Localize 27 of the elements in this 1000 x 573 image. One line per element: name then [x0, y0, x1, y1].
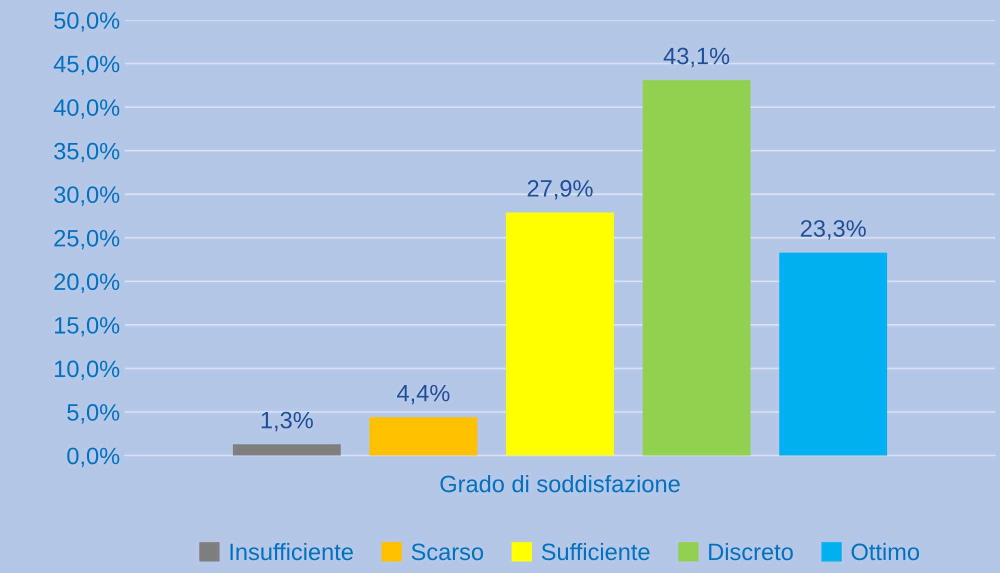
y-tick-label: 10,0%: [54, 360, 120, 380]
data-label: 23,3%: [800, 220, 866, 240]
bar: [232, 444, 341, 456]
y-tick-label: 35,0%: [54, 142, 120, 162]
legend-label: Discreto: [709, 542, 793, 560]
y-tick-label: 15,0%: [54, 316, 120, 336]
y-tick-label: 0,0%: [67, 448, 120, 468]
bar: [642, 80, 751, 456]
y-tick-label: 30,0%: [54, 186, 120, 206]
y-tick-label: 40,0%: [54, 99, 120, 119]
y-tick-label: 5,0%: [67, 404, 120, 424]
data-label: 43,1%: [664, 48, 730, 68]
legend-label: Scarso: [412, 544, 484, 560]
legend-label: Sufficiente: [542, 542, 650, 560]
data-label: 27,9%: [528, 180, 593, 200]
y-tick-label: 50,0%: [54, 12, 120, 32]
y-tick-label: 25,0%: [54, 230, 120, 250]
data-label: 4,4%: [397, 384, 450, 404]
y-tick-label: 45,0%: [54, 56, 120, 76]
data-label: 1,3%: [262, 412, 313, 432]
bar: [369, 417, 478, 456]
bar: [779, 252, 888, 456]
y-tick-label: 20,0%: [54, 273, 120, 293]
x-tick-label: Grado di soddisfazione: [440, 474, 680, 492]
bar: [506, 212, 614, 456]
legend-label: Insufficiente: [230, 542, 353, 560]
legend-label: Ottimo: [852, 542, 920, 560]
